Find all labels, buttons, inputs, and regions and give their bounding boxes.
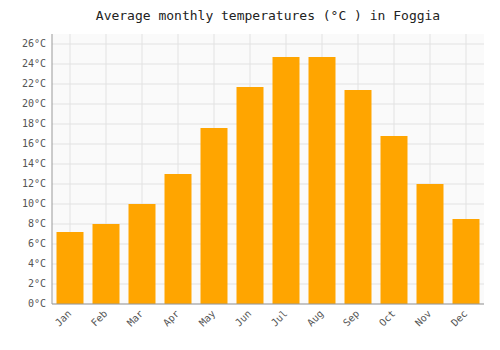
tick-label: 20°C [22,98,46,109]
bar [201,128,228,304]
tick-label: 26°C [22,38,46,49]
bar [57,232,84,304]
plot-area [52,34,484,304]
bar [309,57,336,304]
grid-line [52,164,484,165]
tick-label: 16°C [22,138,46,149]
tick-label: Jan [53,308,74,329]
bar [417,184,444,304]
bars [57,57,480,304]
tick-label: Jul [269,308,290,329]
tick-label: 14°C [22,158,46,169]
tick-label: May [197,308,218,329]
bar [165,174,192,304]
x-axis-line [52,304,484,305]
tick-label: 4°C [28,258,46,269]
tick-label: Jun [233,308,254,329]
bar [129,204,156,304]
tick-label: 10°C [22,198,46,209]
chart: 0°C 2°C 4°C 6°C 8°C 10°C 12°C 14°C 16°C 18°C 20°C 2… [0,0,500,350]
bar [381,136,408,304]
bar [345,90,372,304]
tick-label: Apr [161,308,182,329]
tick-label: 8°C [28,218,46,229]
tick-label: 2°C [28,278,46,289]
tick-label: Nov [413,308,434,329]
title: Average monthly temperatures (°C ) in Fo… [96,8,440,23]
tick-label: Aug [305,308,326,329]
y-axis-line [52,34,53,304]
tick-label: 0°C [28,298,46,309]
grid-line [52,64,484,65]
tick-label: Feb [89,308,110,329]
bar [237,87,264,304]
grid-line [52,304,484,305]
tick-label: 18°C [22,118,46,129]
chart-container: 0°C 2°C 4°C 6°C 8°C 10°C 12°C 14°C 16°C 18°C 20°C 2… [0,0,500,350]
bar [453,219,480,304]
grid-line [52,124,484,125]
tick-label: 12°C [22,178,46,189]
grid-line [52,84,484,85]
tick-label: Sep [341,308,362,329]
tick-label: Oct [377,308,398,329]
grid-line [52,104,484,105]
y-axis: 0°C 2°C 4°C 6°C 8°C 10°C 12°C 14°C 16°C 18°C 20°C 2… [22,38,46,309]
x-axis: Jan Feb Mar Apr May Jun Jul Aug Sep Oct Nov Dec [53,308,470,329]
tick-label: 6°C [28,238,46,249]
bar [93,224,120,304]
tick-label: Dec [449,308,470,329]
grid-line [52,144,484,145]
tick-label: Mar [125,308,146,329]
tick-label: 22°C [22,78,46,89]
grid [52,34,484,304]
grid-line [52,44,484,45]
bar [273,57,300,304]
tick-label: 24°C [22,58,46,69]
